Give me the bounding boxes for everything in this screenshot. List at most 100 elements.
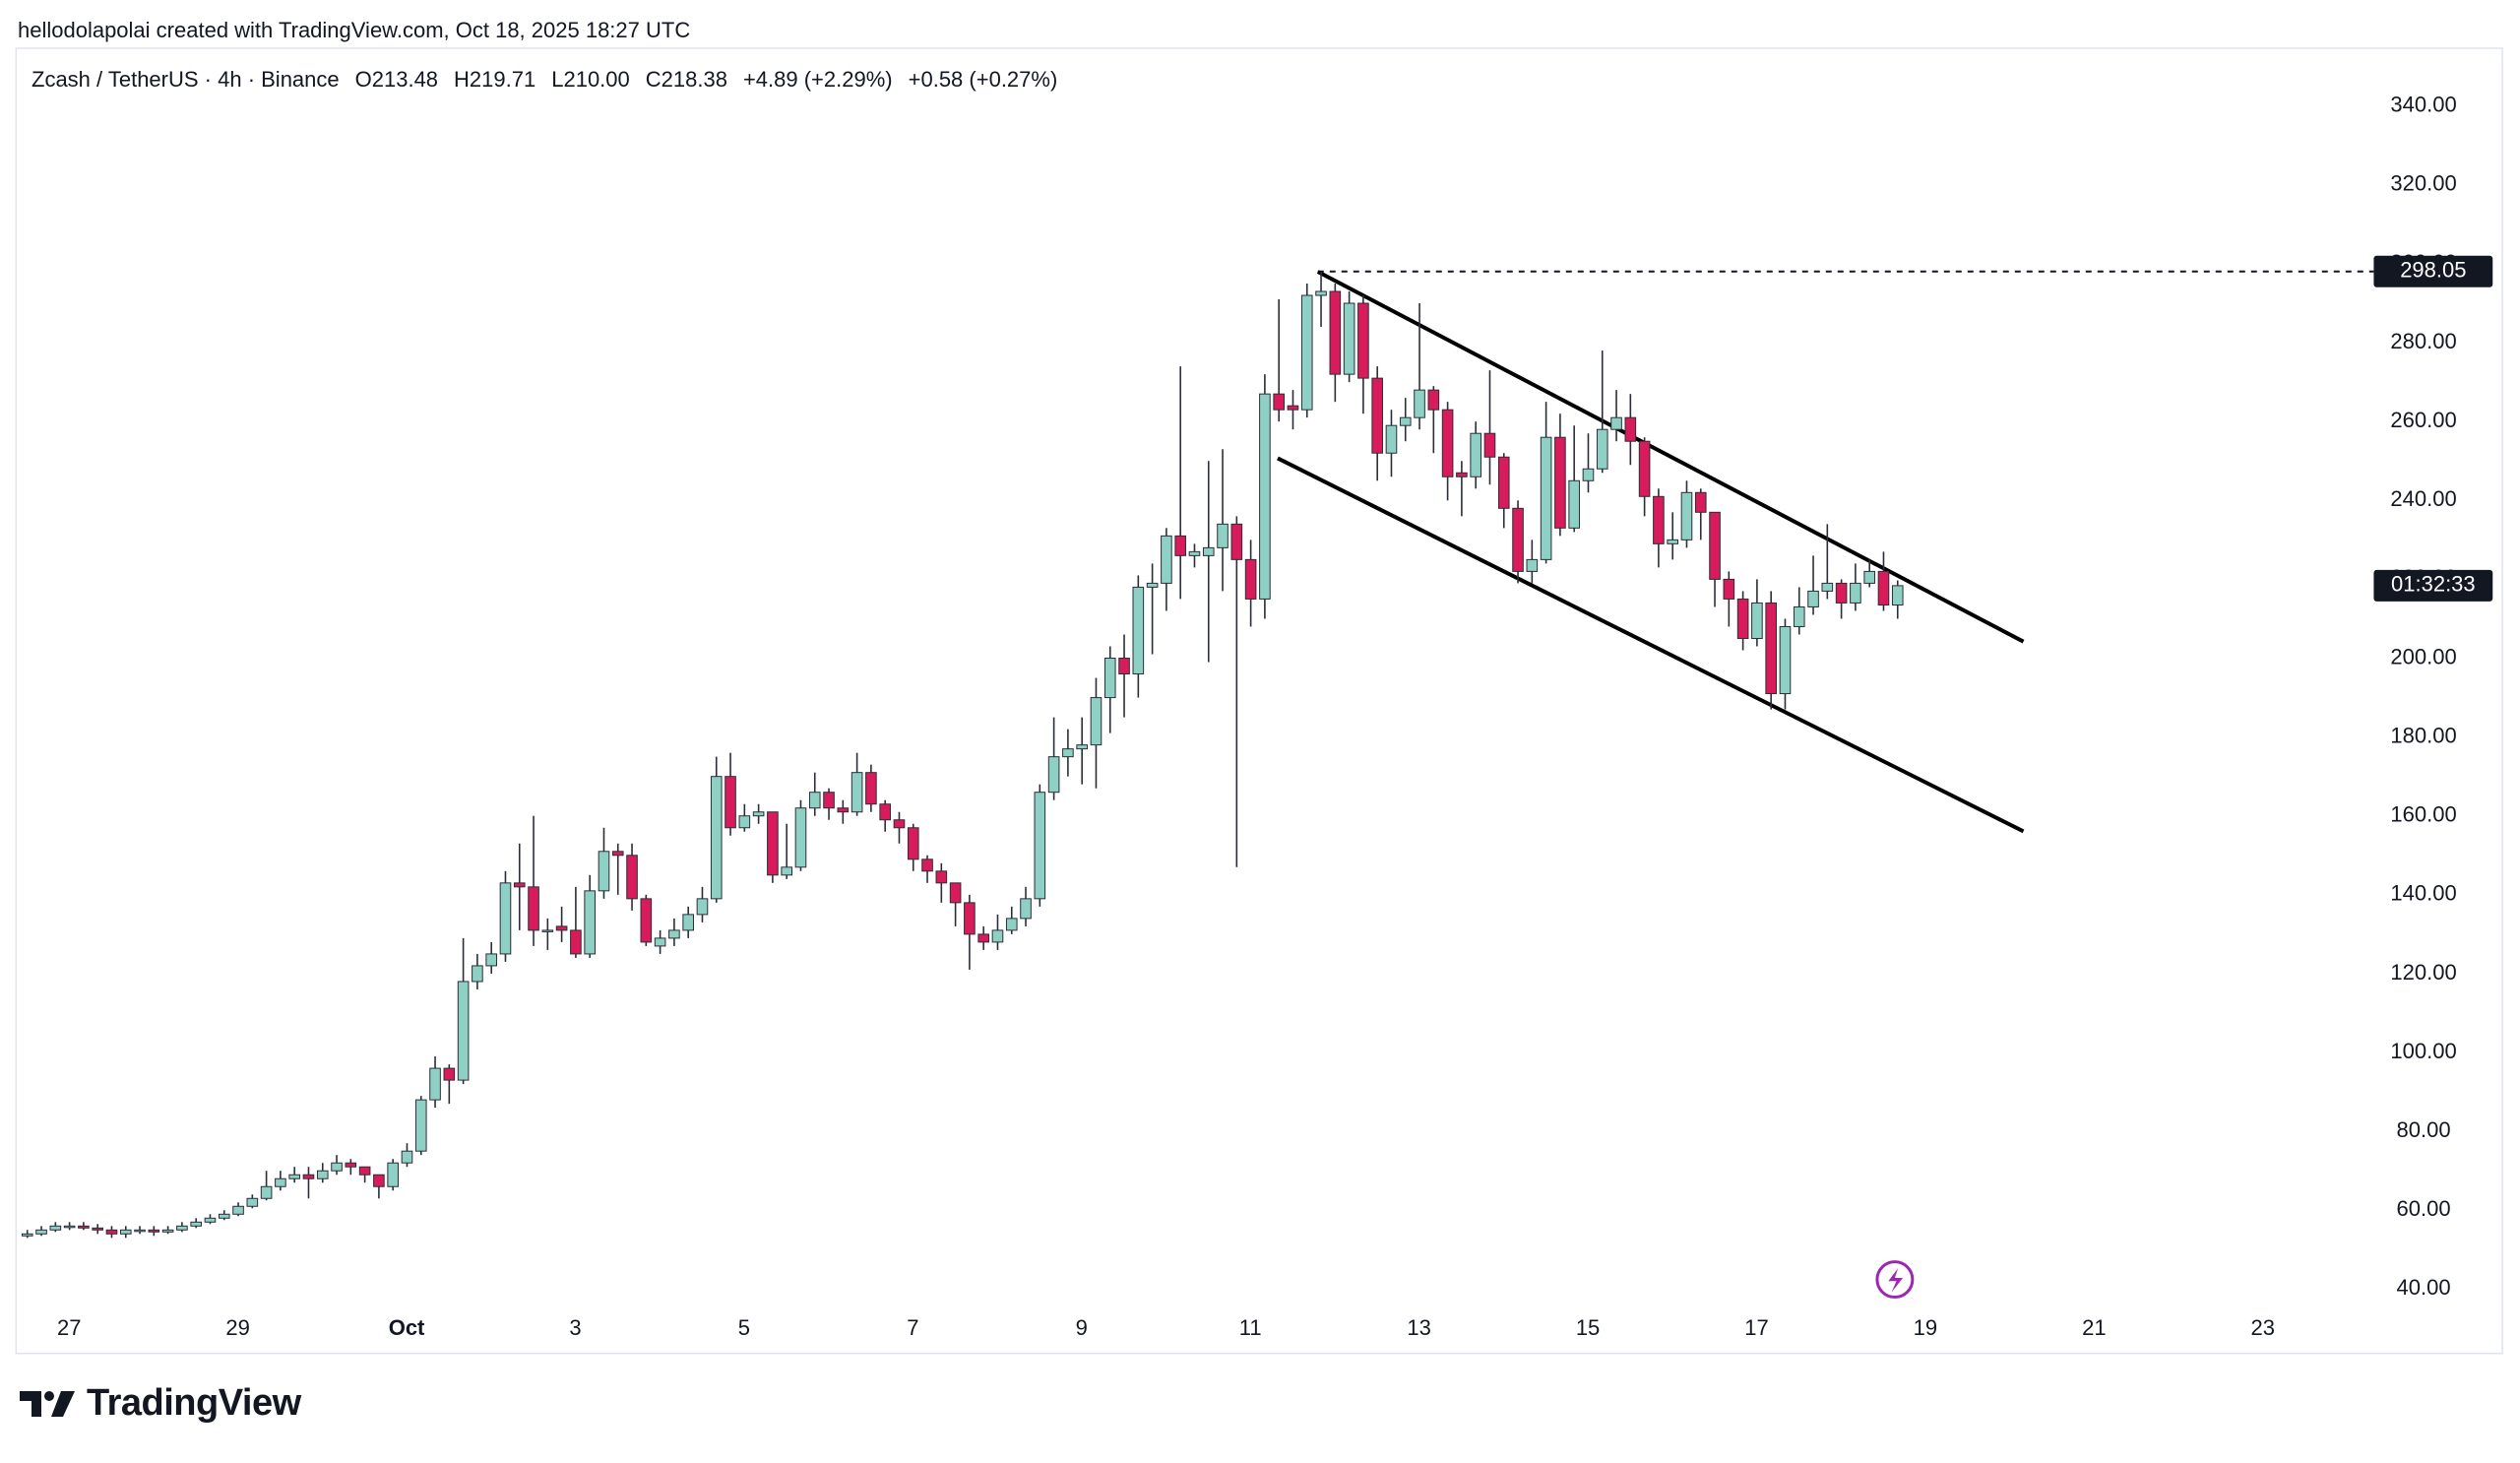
candle-body (148, 1229, 160, 1233)
candle-body (808, 792, 821, 809)
candle-body (935, 870, 948, 884)
candle-body (1385, 424, 1398, 454)
candle-body (246, 1197, 259, 1207)
candle-body (1273, 393, 1285, 411)
candle-body (555, 925, 568, 931)
candle-body (401, 1150, 413, 1164)
candle-body (1497, 456, 1510, 509)
candle-body (1470, 432, 1481, 477)
candle-body (1821, 582, 1834, 592)
candle-body (35, 1229, 47, 1235)
candle-body (1188, 550, 1201, 556)
x-tick-label: Oct (389, 1315, 425, 1340)
candle-body (1610, 416, 1622, 430)
x-tick-label: 23 (2251, 1315, 2275, 1340)
x-tick-label: 3 (569, 1315, 581, 1340)
candle-body (288, 1174, 300, 1179)
ohlc-high: H219.71 (454, 67, 536, 92)
candle-body (1034, 792, 1046, 900)
candle-body (991, 929, 1004, 943)
candle-body (204, 1217, 217, 1223)
brand-logo: TradingView (20, 1382, 301, 1425)
replay-icon (1875, 1260, 1915, 1300)
candle-body (1090, 697, 1102, 746)
change: +0.58 (+0.27%) (908, 67, 1058, 92)
candle-body (78, 1225, 90, 1229)
candle-body (893, 819, 906, 829)
candle-body (626, 855, 638, 900)
candle-body (472, 965, 483, 983)
candle-body (119, 1229, 132, 1235)
y-tick-label: 320.00 (2390, 171, 2456, 196)
candle-body (1863, 570, 1875, 584)
candle-body (1062, 748, 1074, 758)
y-tick-label: 240.00 (2390, 486, 2456, 511)
symbol: Zcash / TetherUS · 4h · Binance (32, 67, 340, 92)
candle-body (232, 1205, 244, 1215)
candle-body (1877, 570, 1890, 606)
candle-body (1850, 582, 1861, 604)
candle-body (1483, 432, 1496, 458)
y-tick-label: 260.00 (2390, 408, 2456, 432)
candle-body (387, 1162, 399, 1187)
candle-body (879, 803, 891, 821)
candle-body (1287, 405, 1299, 411)
candle-body (1118, 658, 1130, 675)
candle-body (752, 811, 765, 817)
candle-body (260, 1185, 273, 1199)
x-tick-label: 15 (1576, 1315, 1600, 1340)
candle-body (1751, 602, 1763, 639)
x-tick-label: 9 (1076, 1315, 1088, 1340)
candle-body (1146, 582, 1159, 588)
candle-body (682, 914, 694, 931)
candle-body (640, 898, 653, 943)
candle-body (1723, 578, 1735, 600)
candle-body (1329, 290, 1342, 375)
credit: hellodolapolai created with TradingView.… (18, 18, 691, 42)
y-tick-label: 180.00 (2390, 723, 2456, 747)
candle-body (21, 1233, 33, 1237)
candle-body (1736, 598, 1749, 639)
countdown: 01:32:33 (2391, 572, 2476, 597)
candle-body (1680, 491, 1693, 541)
x-tick-label: 7 (907, 1315, 918, 1340)
candle-body (541, 929, 554, 932)
candle-body (134, 1229, 146, 1233)
candle-body (275, 1177, 286, 1187)
candle-body (1357, 302, 1369, 379)
candle-body (781, 866, 792, 876)
candle-body (1638, 440, 1651, 497)
candle-body (696, 898, 709, 916)
candle-body (611, 851, 624, 857)
candle-body (823, 792, 835, 809)
candle-body (1427, 389, 1440, 411)
ohlc-open: O213.48 (354, 67, 439, 92)
candle-body (499, 882, 512, 955)
candle-body (358, 1166, 371, 1176)
candle-body (1202, 546, 1215, 556)
candle-body (373, 1174, 385, 1187)
candle-body (1103, 658, 1116, 699)
x-tick-label: 29 (225, 1315, 249, 1340)
x-tick-label: 11 (1239, 1315, 1262, 1340)
candle-body (1554, 436, 1566, 529)
candle-body (1512, 507, 1524, 572)
logo-icon (20, 1390, 75, 1417)
countdown-bg (2373, 569, 2493, 602)
x-tick-label: 19 (1914, 1315, 1937, 1340)
candle-body (865, 772, 877, 805)
candle-body (1667, 539, 1678, 544)
candle-body (1835, 582, 1848, 604)
candle-body (1414, 389, 1425, 418)
candle-body (668, 929, 680, 939)
change: +4.89 (+2.29%) (742, 67, 893, 92)
candle-body (907, 827, 919, 860)
y-tick-label: 340.00 (2390, 93, 2456, 117)
candle-body (176, 1225, 188, 1231)
candle-body (429, 1067, 441, 1101)
candle-body (570, 929, 582, 955)
candle-body (1020, 898, 1032, 920)
candle-body (1315, 290, 1327, 296)
